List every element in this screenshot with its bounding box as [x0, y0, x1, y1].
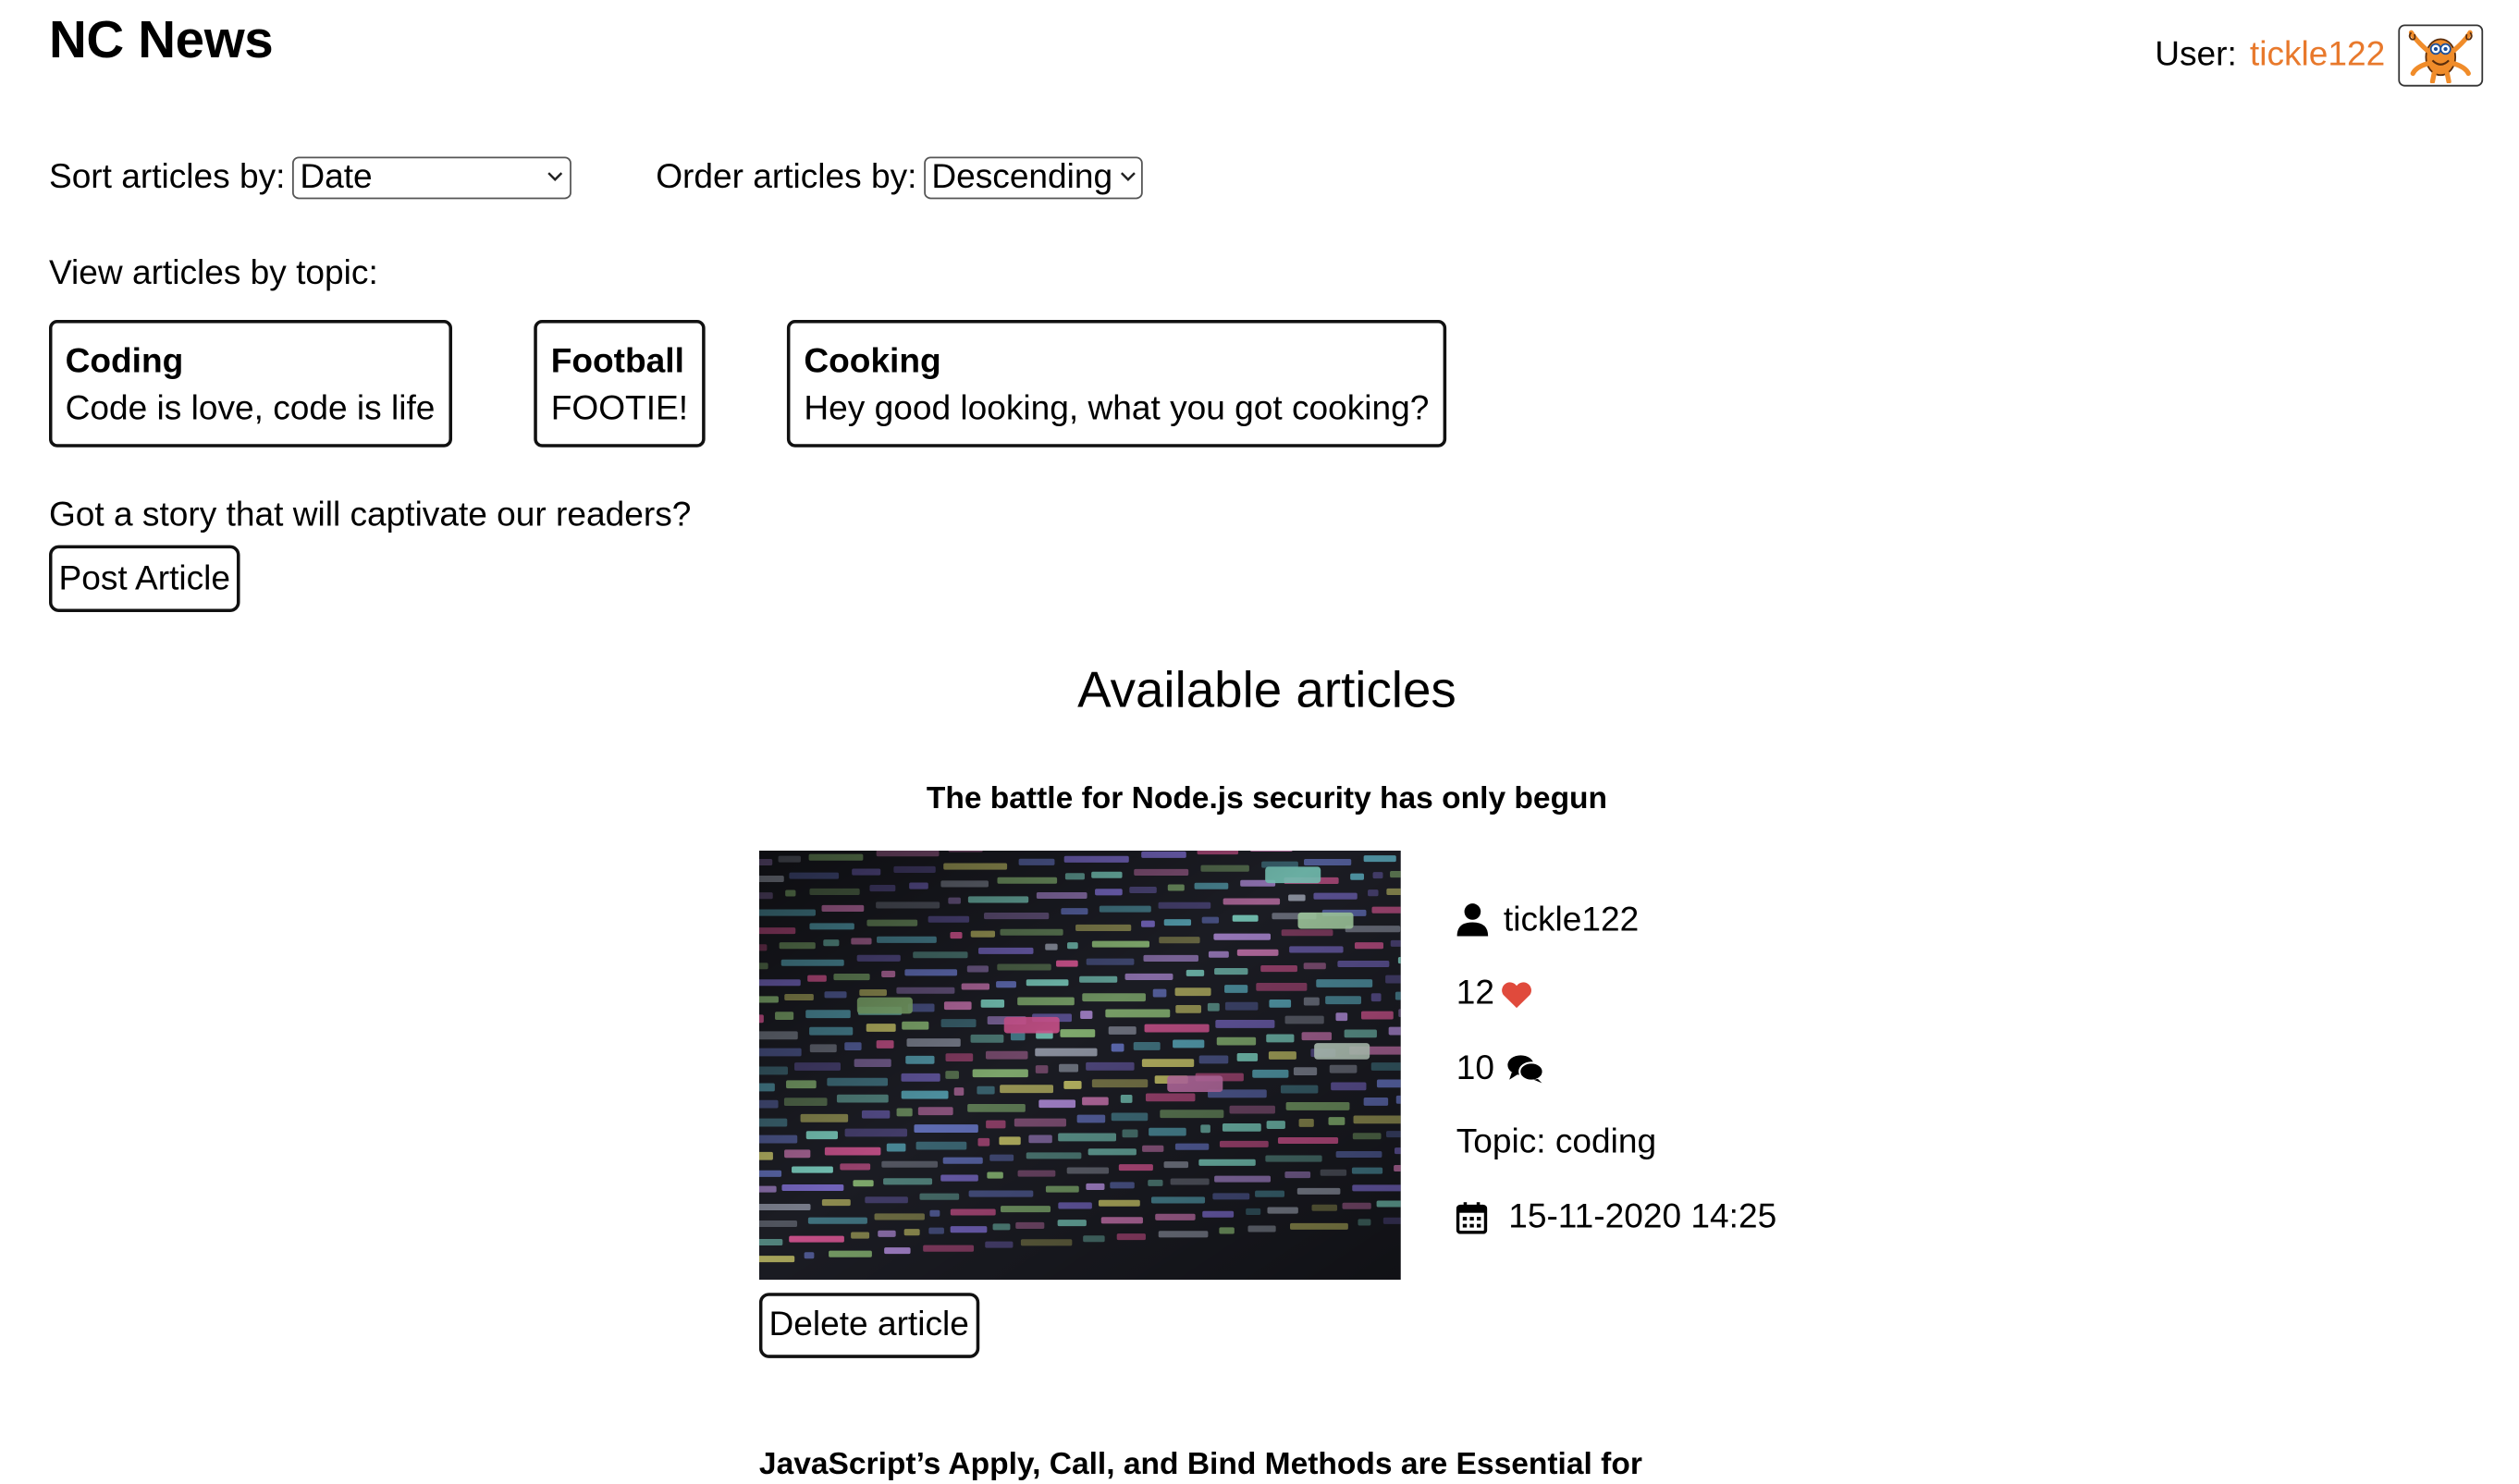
- site-title: NC News: [48, 9, 274, 69]
- order-select-value: Descending: [931, 158, 1113, 196]
- sort-select-value: Date: [300, 158, 373, 196]
- username-link[interactable]: tickle122: [2249, 35, 2386, 74]
- comment-count: 10: [1456, 1049, 1494, 1087]
- article-title[interactable]: JavaScript’s Apply, Call, and Bind Metho…: [758, 1447, 1642, 1482]
- sort-label: Sort articles by:: [48, 158, 286, 196]
- topic-description: FOOTIE!: [550, 389, 689, 428]
- article-meta: tickle122 12 10 Topic: coding: [1456, 883, 1776, 1255]
- calendar-icon: [1456, 1201, 1488, 1234]
- article-votes: 12: [1456, 957, 1776, 1031]
- heart-icon[interactable]: [1501, 981, 1533, 1009]
- topic-card-coding[interactable]: Coding Code is love, code is life: [48, 320, 453, 448]
- order-control: Order articles by: Descending: [656, 156, 1143, 200]
- topic-description: Hey good looking, what you got cooking?: [804, 389, 1430, 428]
- delete-article-button[interactable]: Delete article: [758, 1293, 979, 1358]
- avatar[interactable]: [2398, 24, 2484, 87]
- orange-monster-avatar-icon: [2408, 30, 2473, 84]
- article-topic: Topic: coding: [1456, 1106, 1776, 1180]
- article-date: 15-11-2020 14:25: [1456, 1180, 1776, 1254]
- user-area: User: tickle122: [2155, 24, 2484, 87]
- code-screen-photo: [758, 850, 1401, 1281]
- chevron-down-icon: [1119, 168, 1136, 188]
- sort-control: Sort articles by: Date: [48, 156, 571, 200]
- article-image[interactable]: [758, 850, 1401, 1281]
- author-name[interactable]: tickle122: [1503, 901, 1640, 938]
- topic-name: Coding: [65, 342, 184, 381]
- topic-heading: View articles by topic:: [48, 254, 378, 293]
- user-label: User:: [2155, 35, 2237, 74]
- topic-label: Topic: coding: [1456, 1123, 1657, 1161]
- publish-date: 15-11-2020 14:25: [1508, 1197, 1777, 1235]
- article-author: tickle122: [1456, 883, 1776, 957]
- topic-name: Cooking: [804, 342, 941, 381]
- sort-select[interactable]: Date: [291, 156, 571, 200]
- topic-name: Football: [550, 342, 684, 381]
- article-title[interactable]: The battle for Node.js security has only…: [926, 781, 1608, 816]
- user-icon: [1456, 903, 1489, 938]
- order-select[interactable]: Descending: [923, 156, 1143, 200]
- post-prompt: Got a story that will captivate our read…: [48, 496, 692, 534]
- topic-card-cooking[interactable]: Cooking Hey good looking, what you got c…: [787, 320, 1447, 448]
- topic-card-football[interactable]: Football FOOTIE!: [535, 320, 707, 448]
- comments-icon[interactable]: [1507, 1054, 1545, 1084]
- post-article-button[interactable]: Post Article: [48, 545, 240, 613]
- article-controls: Sort articles by: Date Order articles by…: [48, 156, 1143, 200]
- article-comments: 10: [1456, 1032, 1776, 1106]
- order-label: Order articles by:: [656, 158, 917, 196]
- topic-list: Coding Code is love, code is life Footba…: [48, 320, 1447, 448]
- topic-description: Code is love, code is life: [65, 389, 436, 428]
- vote-count: 12: [1456, 975, 1494, 1012]
- chevron-down-icon: [547, 168, 563, 188]
- articles-heading: Available articles: [1077, 660, 1456, 718]
